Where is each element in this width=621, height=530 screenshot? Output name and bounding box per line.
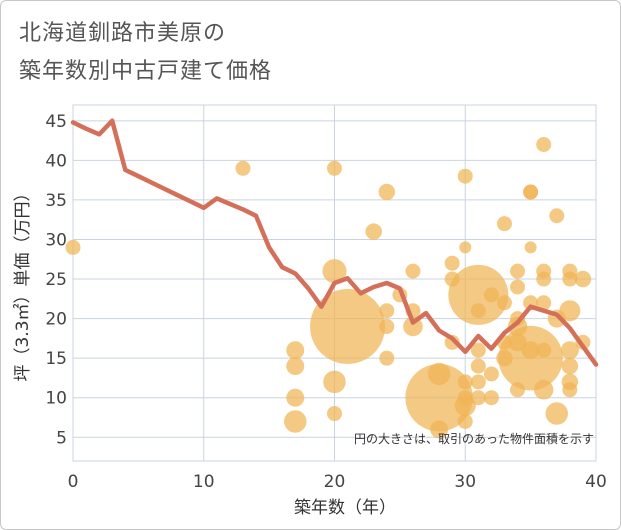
bubble-point-32 [448, 264, 509, 325]
y-tick-label-5: 5 [56, 428, 67, 448]
bubble-point-45 [510, 263, 526, 279]
x-tick-label-0: 0 [68, 472, 79, 492]
y-tick-label-30: 30 [45, 230, 67, 250]
bubble-point-37 [470, 390, 486, 406]
chart-title-line1: 北海道釧路市美原の [19, 21, 227, 46]
bubble-point-7 [322, 259, 347, 284]
y-tick-label-25: 25 [45, 270, 67, 290]
x-axis-label: 築年数（年） [294, 498, 396, 518]
y-tick-label-40: 40 [45, 151, 67, 171]
bubble-point-72 [562, 382, 578, 398]
bubble-point-60 [536, 295, 552, 311]
bubble-point-5 [284, 410, 307, 433]
bubble-point-41 [496, 216, 512, 232]
bubble-point-12 [378, 183, 396, 201]
bubble-point-15 [379, 350, 395, 366]
bubble-point-27 [459, 241, 472, 254]
bubble-point-34 [470, 342, 486, 358]
bubble-point-73 [574, 270, 592, 288]
bubble-point-68 [559, 300, 581, 322]
trend-line-layer [70, 118, 599, 367]
bubble-point-28 [457, 374, 473, 390]
bubble-point-63 [549, 208, 565, 224]
bubble-point-6 [327, 160, 342, 176]
bubble-point-59 [536, 271, 552, 287]
bubble-point-2 [286, 341, 305, 360]
bubble-point-33 [470, 303, 486, 319]
bubble-point-14 [379, 319, 395, 335]
bubble-point-40 [483, 390, 499, 406]
bubble-point-26 [457, 168, 473, 184]
bubble-point-30 [454, 395, 476, 417]
y-tick-label-10: 10 [45, 389, 67, 409]
bubble-point-62 [533, 380, 554, 400]
bubble-point-38 [483, 287, 499, 303]
x-tick-label-30: 30 [454, 472, 476, 492]
bubble-point-67 [562, 271, 578, 287]
bubble-point-57 [536, 137, 552, 153]
bubble-point-9 [327, 406, 342, 422]
average-price-line [70, 118, 599, 367]
bubble-point-61 [536, 342, 552, 358]
bubble-point-22 [430, 420, 449, 439]
y-axis-label: 坪（3.3㎡）単価（万円） [13, 184, 33, 381]
bubble-point-46 [510, 279, 526, 295]
y-tick-label-15: 15 [45, 349, 67, 369]
bubble-point-31 [457, 413, 473, 429]
bubble-point-35 [470, 358, 486, 374]
bubble-point-52 [523, 184, 539, 200]
bubble-point-70 [561, 357, 579, 375]
bubble-point-65 [545, 402, 569, 425]
bubble-point-1 [235, 160, 251, 176]
bubble-layer [65, 137, 592, 439]
bubble-point-39 [483, 366, 499, 382]
x-tick-label-20: 20 [324, 472, 346, 492]
x-tick-label-40: 40 [585, 472, 607, 492]
bubble-point-13 [379, 303, 395, 319]
bubble-point-3 [286, 357, 305, 376]
bubble-point-11 [365, 223, 382, 240]
bubble-point-0 [65, 239, 81, 255]
bubble-point-21 [405, 363, 473, 432]
bubble-point-42 [496, 295, 512, 311]
x-tick-label-10: 10 [193, 472, 215, 492]
y-tick-label-45: 45 [45, 112, 67, 132]
y-tick-label-20: 20 [45, 310, 67, 330]
plot-border [72, 104, 597, 462]
bubble-point-23 [444, 255, 460, 271]
size-note: 円の大きさは、取引のあった物件面積を示す [354, 431, 594, 446]
bubble-point-8 [323, 370, 346, 394]
bubble-point-53 [524, 241, 537, 254]
bubble-point-36 [470, 374, 486, 390]
bubble-point-4 [286, 388, 305, 407]
chart-title-line2: 築年数別中古戸建て価格 [19, 59, 273, 84]
bubble-point-10 [310, 289, 386, 365]
bubble-point-69 [560, 341, 579, 360]
y-tick-label-35: 35 [45, 191, 67, 211]
tick-labels: 0 10 20 30 40 5 10 15 20 25 30 35 40 45 [45, 112, 606, 492]
bubble-point-56 [498, 325, 563, 391]
bubble-point-17 [405, 263, 421, 279]
